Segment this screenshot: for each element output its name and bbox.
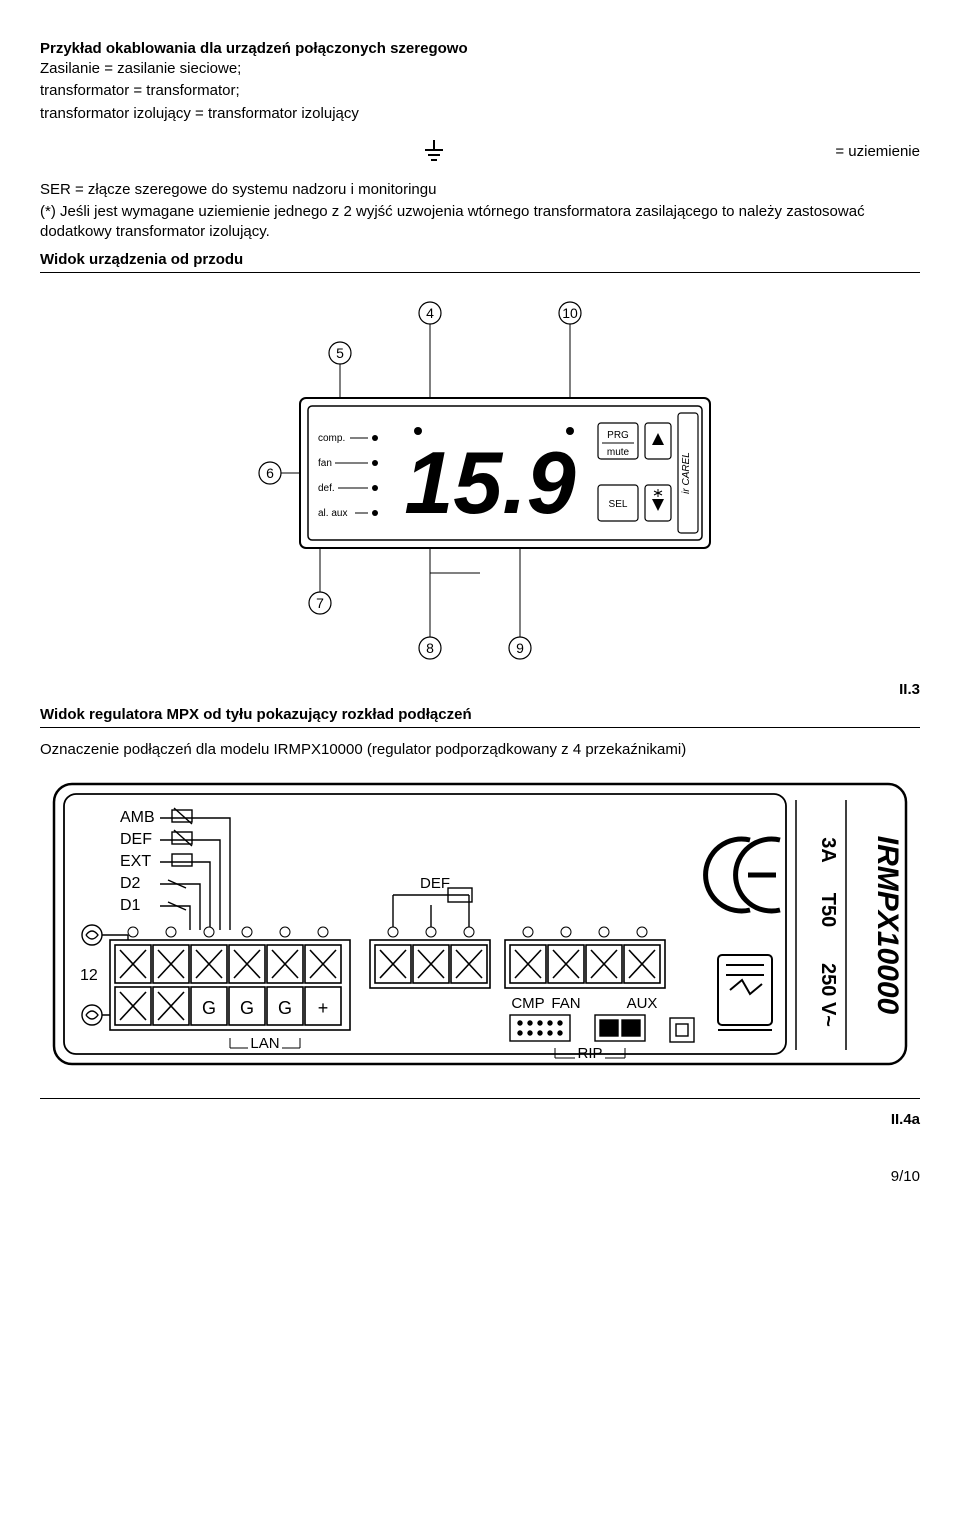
svg-text:+: + xyxy=(318,998,329,1018)
rear-view-svg: AMB DEF EXT D2 D1 12 xyxy=(50,780,910,1070)
svg-text:4: 4 xyxy=(426,305,434,321)
svg-text:3A: 3A xyxy=(817,837,839,863)
front-view-svg: 4 5 6 7 8 9 10 comp. fan def. al. aux xyxy=(200,293,760,673)
svg-text:RIP: RIP xyxy=(577,1045,602,1062)
svg-text:G: G xyxy=(240,998,254,1018)
svg-text:9: 9 xyxy=(516,640,524,656)
svg-text:250 V~: 250 V~ xyxy=(817,963,839,1027)
ground-text: = uziemienie xyxy=(835,143,920,160)
wiring-title: Przykład okablowania dla urządzeń połącz… xyxy=(40,40,920,57)
ser-line-2: (*) Jeśli jest wymagane uziemienie jedne… xyxy=(40,202,920,243)
svg-text:T50: T50 xyxy=(817,893,839,927)
svg-text:G: G xyxy=(278,998,292,1018)
hr-1 xyxy=(40,272,920,273)
rear-view-figure: AMB DEF EXT D2 D1 12 xyxy=(40,780,920,1070)
svg-text:ir CAREL: ir CAREL xyxy=(681,452,692,494)
ser-line-1: SER = złącze szeregowe do systemu nadzor… xyxy=(40,180,920,200)
rear-view-subtitle: Oznaczenie podłączeń dla modelu IRMPX100… xyxy=(40,740,920,760)
svg-text:AUX: AUX xyxy=(627,995,658,1012)
header-line-2: transformator = transformator; xyxy=(40,81,920,101)
svg-text:DEF: DEF xyxy=(120,831,152,848)
svg-text:6: 6 xyxy=(266,465,274,481)
svg-text:fan: fan xyxy=(318,458,332,469)
svg-text:AMB: AMB xyxy=(120,809,155,826)
svg-text:D2: D2 xyxy=(120,875,141,892)
hr-3 xyxy=(40,1098,920,1099)
svg-text:LAN: LAN xyxy=(250,1035,279,1052)
fig-label-ii3: II.3 xyxy=(899,681,920,698)
svg-text:IRMPX10000: IRMPX10000 xyxy=(871,836,904,1015)
ground-row: = uziemienie xyxy=(40,138,920,166)
svg-text:comp.: comp. xyxy=(318,433,345,444)
svg-text:mute: mute xyxy=(607,447,630,458)
svg-text:CMP: CMP xyxy=(511,995,544,1012)
page-number: 9/10 xyxy=(40,1168,920,1185)
svg-text:EXT: EXT xyxy=(120,853,151,870)
svg-text:PRG: PRG xyxy=(607,430,629,441)
svg-text:5: 5 xyxy=(336,345,344,361)
svg-text:def.: def. xyxy=(318,483,335,494)
svg-text:10: 10 xyxy=(562,305,578,321)
header-line-3: transformator izolujący = transformator … xyxy=(40,104,920,124)
svg-text:12: 12 xyxy=(80,967,98,984)
rear-view-title: Widok regulatora MPX od tyłu pokazujący … xyxy=(40,706,920,723)
svg-text:FAN: FAN xyxy=(551,995,580,1012)
svg-text:SEL: SEL xyxy=(609,499,628,510)
ground-icon xyxy=(423,138,445,166)
svg-text:7: 7 xyxy=(316,595,324,611)
front-view-title: Widok urządzenia od przodu xyxy=(40,251,920,268)
svg-text:al. aux: al. aux xyxy=(318,508,347,519)
front-view-figure: 4 5 6 7 8 9 10 comp. fan def. al. aux xyxy=(40,293,920,673)
svg-text:D1: D1 xyxy=(120,897,141,914)
svg-text:G: G xyxy=(202,998,216,1018)
hr-2 xyxy=(40,727,920,728)
fig-label-ii4a: II.4a xyxy=(891,1111,920,1128)
svg-text:DEF: DEF xyxy=(420,875,450,892)
svg-text:8: 8 xyxy=(426,640,434,656)
header-line-1: Zasilanie = zasilanie sieciowe; xyxy=(40,59,920,79)
display-value: 15.9 xyxy=(404,433,575,532)
